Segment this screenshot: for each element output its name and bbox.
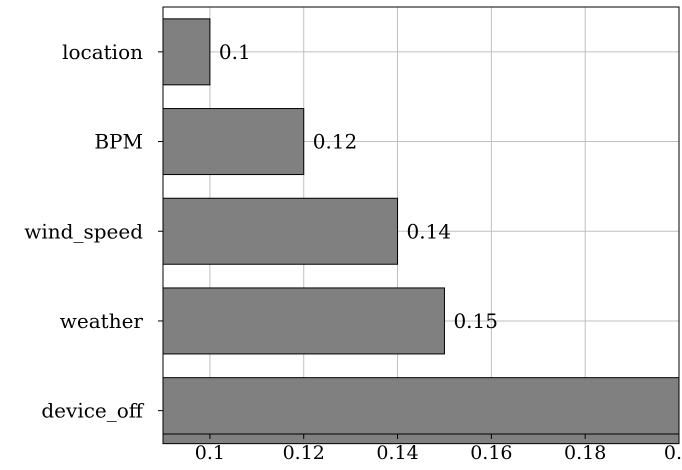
x-tick-label-4: 0.18 [564,442,606,464]
category-label-wind_speed: wind_speed [24,219,143,243]
bar-device_off [162,377,680,445]
value-label-weather: 0.15 [453,309,498,333]
value-label-wind_speed: 0.14 [407,219,452,243]
value-label-location: 0.1 [219,40,251,64]
value-label-BPM: 0.12 [313,130,358,154]
x-tick-label-5: 0.2 [664,442,682,464]
x-tick-label-0: 0.1 [195,442,225,464]
bar-weather [162,287,445,355]
plot-frame [162,6,680,435]
bar-BPM [162,108,305,176]
x-tick-label-3: 0.16 [470,442,512,464]
category-label-device_off: device_off [41,399,144,423]
x-tick-label-2: 0.14 [376,442,418,464]
bar-wind_speed [162,197,399,265]
category-label-location: location [62,40,143,64]
category-label-weather: weather [60,309,144,333]
x-tick-label-1: 0.12 [283,442,325,464]
bar-location [162,18,211,86]
category-label-BPM: BPM [94,130,143,154]
